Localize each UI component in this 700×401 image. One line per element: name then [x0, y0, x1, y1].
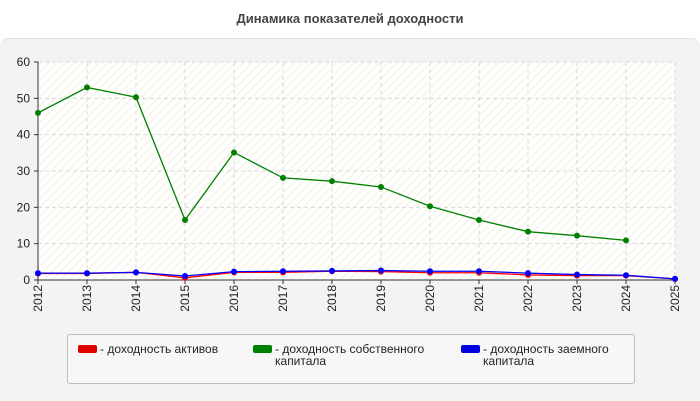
- data-point: [84, 84, 90, 91]
- x-axis-ticks: 2012 2013 2014 2015 2016 2017 2018 2019 2020 2021…: [31, 280, 682, 312]
- y-tick-label: 60: [17, 55, 31, 69]
- data-point: [280, 174, 286, 181]
- data-point: [182, 217, 188, 224]
- x-tick-label: 2022: [521, 285, 535, 312]
- x-tick-label: 2015: [178, 285, 192, 312]
- y-tick-label: 30: [17, 164, 31, 178]
- legend-label: - доходность активов: [100, 342, 219, 356]
- data-point: [623, 272, 629, 279]
- x-tick-label: 2017: [276, 285, 290, 312]
- data-point: [378, 267, 384, 274]
- chart-title: Динамика показателей доходности: [236, 11, 464, 26]
- data-point: [525, 270, 531, 277]
- data-point: [133, 269, 139, 276]
- data-point: [329, 267, 335, 274]
- data-point: [476, 217, 482, 224]
- data-point: [35, 109, 41, 116]
- x-tick-label: 2020: [423, 285, 437, 312]
- data-point: [672, 275, 678, 282]
- data-point: [280, 268, 286, 275]
- data-point: [182, 273, 188, 280]
- y-tick-label: 50: [17, 91, 31, 105]
- data-point: [574, 232, 580, 239]
- x-tick-label: 2014: [129, 285, 143, 312]
- y-axis-ticks: 0 10 20 30 40 50 60: [17, 55, 38, 287]
- data-point: [231, 268, 237, 275]
- x-tick-label: 2024: [619, 285, 633, 312]
- series-line: [38, 269, 676, 280]
- data-point: [427, 203, 433, 210]
- data-point: [525, 228, 531, 235]
- x-tick-label: 2012: [31, 285, 45, 312]
- data-point: [133, 94, 139, 101]
- data-point: [476, 268, 482, 275]
- legend-swatch-blue: [461, 345, 480, 353]
- legend-swatch-red: [78, 345, 97, 353]
- y-tick-label: 0: [23, 273, 30, 287]
- data-point: [329, 178, 335, 185]
- data-point: [84, 270, 90, 277]
- data-point: [378, 183, 384, 190]
- legend-label: - доходность заемного капитала: [483, 342, 609, 368]
- x-tick-label: 2013: [80, 285, 94, 312]
- data-point: [574, 271, 580, 278]
- legend-swatch-green: [253, 345, 272, 353]
- series-lines: [35, 84, 678, 282]
- x-tick-label: 2019: [374, 285, 388, 312]
- series-1: [35, 84, 629, 244]
- data-point: [231, 149, 237, 156]
- x-tick-label: 2023: [570, 285, 584, 312]
- y-tick-label: 40: [17, 128, 31, 142]
- data-point: [35, 270, 41, 277]
- x-tick-label: 2025: [668, 285, 682, 312]
- data-point: [427, 268, 433, 275]
- legend-label: - доходность собственного капитала: [275, 342, 425, 368]
- x-tick-label: 2018: [325, 285, 339, 312]
- x-tick-label: 2016: [227, 285, 241, 312]
- legend: - доходность активов - доходность собств…: [67, 334, 635, 384]
- y-tick-label: 20: [17, 200, 31, 214]
- series-2: [35, 267, 678, 282]
- data-point: [623, 237, 629, 244]
- y-tick-label: 10: [17, 237, 31, 251]
- x-tick-label: 2021: [472, 285, 486, 312]
